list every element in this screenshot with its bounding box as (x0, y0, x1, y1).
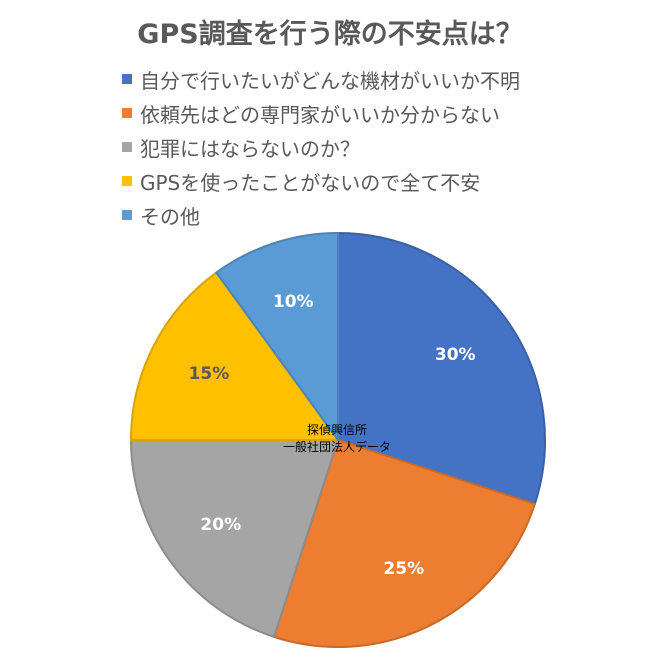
pie-slice (130, 439, 339, 638)
pie-slice (215, 232, 339, 441)
slice-data-label: 15% (189, 364, 230, 384)
legend-item: 犯罪にはならないのか？ (122, 130, 520, 164)
legend-item: 依頼先はどの専門家がいいか分からない (122, 96, 520, 130)
legend-label: 犯罪にはならないのか？ (140, 136, 360, 161)
legend-swatch (122, 210, 132, 220)
legend-label: GPSを使ったことがないので全て不安 (140, 170, 481, 195)
pie-slice (337, 232, 546, 505)
legend-item: 自分で行いたいがどんな機材がいいか不明 (122, 62, 520, 96)
legend-item: GPSを使ったことがないので全て不安 (122, 164, 520, 198)
chart-title: GPS調査を行う際の不安点は？ (137, 19, 523, 50)
slice-data-label: 20% (200, 515, 241, 535)
legend-label: 自分で行いたいがどんな機材がいいか不明 (140, 68, 520, 93)
legend-swatch (122, 176, 132, 186)
legend-label: 依頼先はどの専門家がいいか分からない (140, 102, 500, 127)
pie-slice (273, 439, 536, 648)
source-line-2: 一般社団法人データ (282, 440, 391, 454)
legend-label: その他 (140, 204, 200, 229)
legend-item: その他 (122, 198, 520, 232)
slice-data-label: 25% (383, 559, 424, 579)
slice-data-label: 10% (273, 292, 314, 312)
source-line-1: 探偵興信所 (306, 423, 367, 437)
legend-swatch (122, 142, 132, 152)
source-annotation: 探偵興信所 一般社団法人データ (232, 422, 442, 456)
chart-legend: 自分で行いたいがどんな機材がいいか不明 依頼先はどの専門家がいいか分からない 犯… (122, 62, 520, 232)
slice-data-label: 30% (435, 345, 476, 365)
legend-swatch (122, 74, 132, 84)
legend-swatch (122, 108, 132, 118)
pie-slice (130, 271, 339, 441)
